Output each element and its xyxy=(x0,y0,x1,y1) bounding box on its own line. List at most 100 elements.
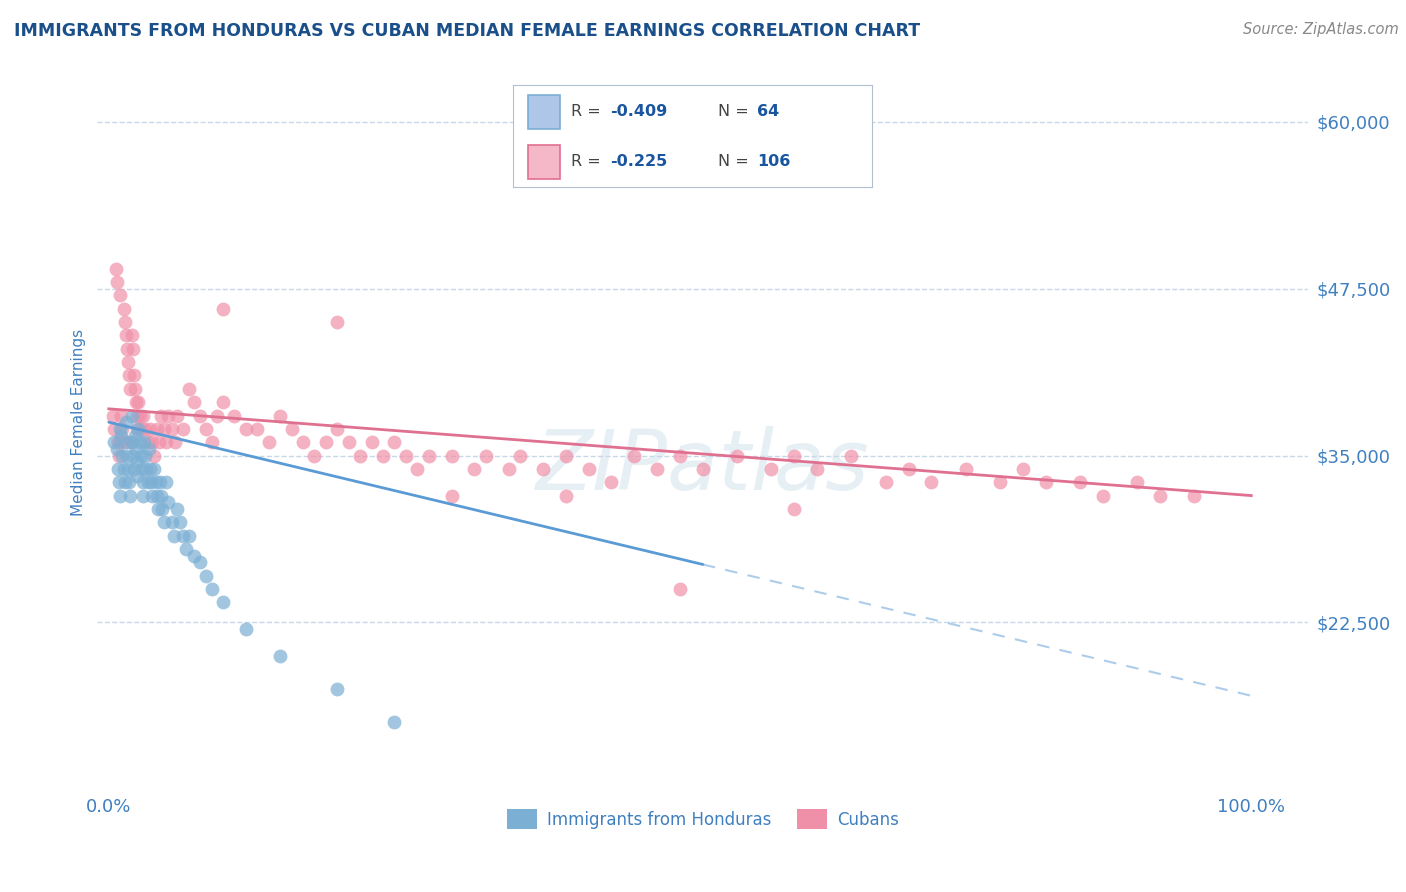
Point xyxy=(136,475,159,490)
Point xyxy=(554,449,576,463)
Point xyxy=(163,528,186,542)
Point xyxy=(115,328,138,343)
Point xyxy=(194,422,217,436)
Text: IMMIGRANTS FROM HONDURAS VS CUBAN MEDIAN FEMALE EARNINGS CORRELATION CHART: IMMIGRANTS FROM HONDURAS VS CUBAN MEDIAN… xyxy=(14,22,920,40)
Point xyxy=(139,475,162,490)
Point xyxy=(150,409,173,423)
Point xyxy=(104,261,127,276)
Text: N =: N = xyxy=(717,104,754,120)
Point xyxy=(669,449,692,463)
Point xyxy=(188,555,211,569)
Point xyxy=(806,462,828,476)
Point xyxy=(149,475,172,490)
Point xyxy=(112,462,135,476)
Point xyxy=(121,342,143,356)
Point xyxy=(200,582,222,596)
Point xyxy=(118,475,141,490)
Point xyxy=(108,449,131,463)
Point xyxy=(121,435,143,450)
Point xyxy=(129,449,152,463)
Point xyxy=(395,449,418,463)
Point xyxy=(531,462,554,476)
Point xyxy=(150,489,173,503)
Point xyxy=(132,409,155,423)
Point xyxy=(406,462,429,476)
Point xyxy=(172,528,194,542)
Text: Source: ZipAtlas.com: Source: ZipAtlas.com xyxy=(1243,22,1399,37)
Point xyxy=(108,288,131,302)
Point xyxy=(1126,475,1149,490)
Point xyxy=(125,442,148,456)
Point xyxy=(897,462,920,476)
Point xyxy=(988,475,1011,490)
Text: 64: 64 xyxy=(756,104,779,120)
Point xyxy=(145,422,167,436)
Point xyxy=(138,442,160,456)
Point xyxy=(110,409,132,423)
Point xyxy=(121,435,143,450)
Point xyxy=(1035,475,1057,490)
Point xyxy=(623,449,645,463)
Point xyxy=(207,409,229,423)
Point xyxy=(761,462,783,476)
Point xyxy=(145,489,167,503)
Point xyxy=(224,409,246,423)
Point xyxy=(115,449,138,463)
Point xyxy=(114,475,136,490)
Point xyxy=(304,449,326,463)
Point xyxy=(105,275,128,289)
Point xyxy=(1069,475,1091,490)
Point xyxy=(554,489,576,503)
Point xyxy=(107,435,129,450)
Point xyxy=(177,528,200,542)
Point xyxy=(152,516,174,530)
Point xyxy=(166,409,188,423)
Point xyxy=(139,422,162,436)
Point xyxy=(135,462,157,476)
Point xyxy=(127,422,149,436)
Point xyxy=(131,462,153,476)
Point xyxy=(134,449,156,463)
Point xyxy=(212,395,235,409)
Point xyxy=(127,409,149,423)
Point xyxy=(326,422,349,436)
Point xyxy=(117,355,139,369)
Y-axis label: Median Female Earnings: Median Female Earnings xyxy=(72,328,86,516)
Point xyxy=(725,449,748,463)
Point xyxy=(114,315,136,329)
Point xyxy=(127,455,149,469)
Point xyxy=(148,435,170,450)
Point xyxy=(337,435,360,450)
Point xyxy=(121,409,143,423)
Point xyxy=(315,435,337,450)
Point xyxy=(188,409,211,423)
Point xyxy=(183,395,205,409)
Point xyxy=(108,475,131,490)
Point xyxy=(172,422,194,436)
Point xyxy=(692,462,714,476)
Point xyxy=(152,422,174,436)
Point xyxy=(371,449,394,463)
Point xyxy=(183,549,205,563)
Point xyxy=(122,368,145,383)
Point xyxy=(463,462,485,476)
Point xyxy=(360,435,382,450)
Point xyxy=(200,435,222,450)
Point xyxy=(115,435,138,450)
Point xyxy=(143,462,166,476)
Point xyxy=(292,435,315,450)
Point xyxy=(280,422,302,436)
Point xyxy=(169,516,191,530)
Point xyxy=(108,435,131,450)
Point xyxy=(440,489,463,503)
Point xyxy=(127,422,149,436)
Point xyxy=(107,462,129,476)
Point xyxy=(269,648,291,663)
Point xyxy=(783,449,806,463)
Point xyxy=(132,489,155,503)
Text: R =: R = xyxy=(571,104,606,120)
FancyBboxPatch shape xyxy=(527,145,560,179)
Point xyxy=(475,449,498,463)
Point xyxy=(103,409,125,423)
Point xyxy=(1011,462,1033,476)
